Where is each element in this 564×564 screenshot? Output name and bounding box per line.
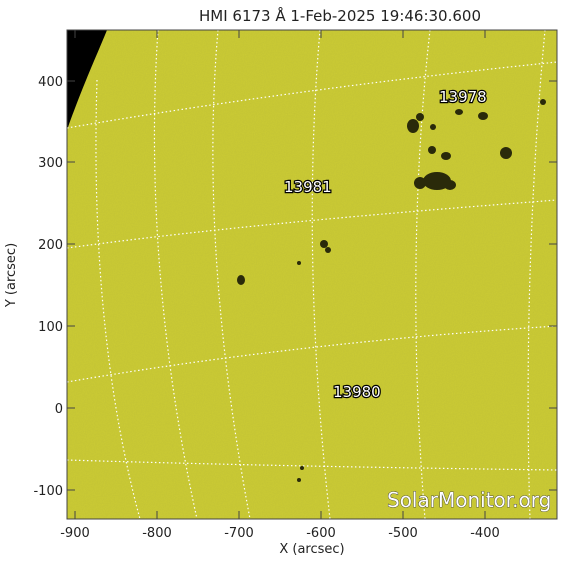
- sunspot: [441, 152, 451, 160]
- plot-title: HMI 6173 Å 1-Feb-2025 19:46:30.600: [199, 6, 481, 25]
- x-axis-label: X (arcsec): [279, 542, 344, 557]
- sunspot: [300, 466, 304, 470]
- sunspot: [444, 180, 456, 190]
- x-tick-marks: [74, 30, 486, 519]
- region-label-13978: 13978: [439, 88, 487, 106]
- y-tick-label: 400: [38, 75, 63, 90]
- sunspot: [237, 275, 245, 285]
- sunspot: [297, 478, 301, 482]
- sunspots: [237, 99, 546, 482]
- y-tick-label: -100: [33, 484, 63, 499]
- region-label-13980: 13980: [333, 383, 381, 401]
- sunspot: [407, 119, 419, 133]
- x-tick-label: -600: [306, 526, 336, 541]
- x-tick-label: -400: [470, 526, 500, 541]
- disk-texture: [67, 30, 557, 519]
- region-label-13981: 13981: [284, 178, 332, 196]
- watermark: SolarMonitor.org: [387, 488, 551, 512]
- sunspot: [325, 247, 331, 253]
- x-tick-label: -900: [60, 526, 90, 541]
- x-tick-label: -700: [224, 526, 254, 541]
- sunspot: [455, 109, 463, 115]
- sunspot: [320, 240, 328, 248]
- space-background: [67, 30, 107, 130]
- y-tick-label: 200: [38, 238, 63, 253]
- sunspot: [297, 261, 301, 265]
- sunspot: [478, 112, 488, 120]
- sunspot: [423, 172, 451, 190]
- sunspot: [430, 124, 436, 130]
- y-tick-label: 0: [55, 402, 63, 417]
- y-tick-label: 300: [38, 156, 63, 171]
- sunspot: [500, 147, 512, 159]
- sunspot: [428, 146, 436, 154]
- plot-frame: [66, 29, 558, 520]
- y-tick-marks: [67, 80, 557, 491]
- y-axis-label: Y (arcsec): [4, 243, 19, 308]
- sunspot: [540, 99, 546, 105]
- heliographic-grid: [67, 30, 557, 519]
- y-tick-label: 100: [38, 320, 63, 335]
- x-tick-label: -500: [388, 526, 418, 541]
- sunspot: [414, 177, 426, 189]
- sunspot: [416, 113, 424, 121]
- x-tick-label: -800: [142, 526, 172, 541]
